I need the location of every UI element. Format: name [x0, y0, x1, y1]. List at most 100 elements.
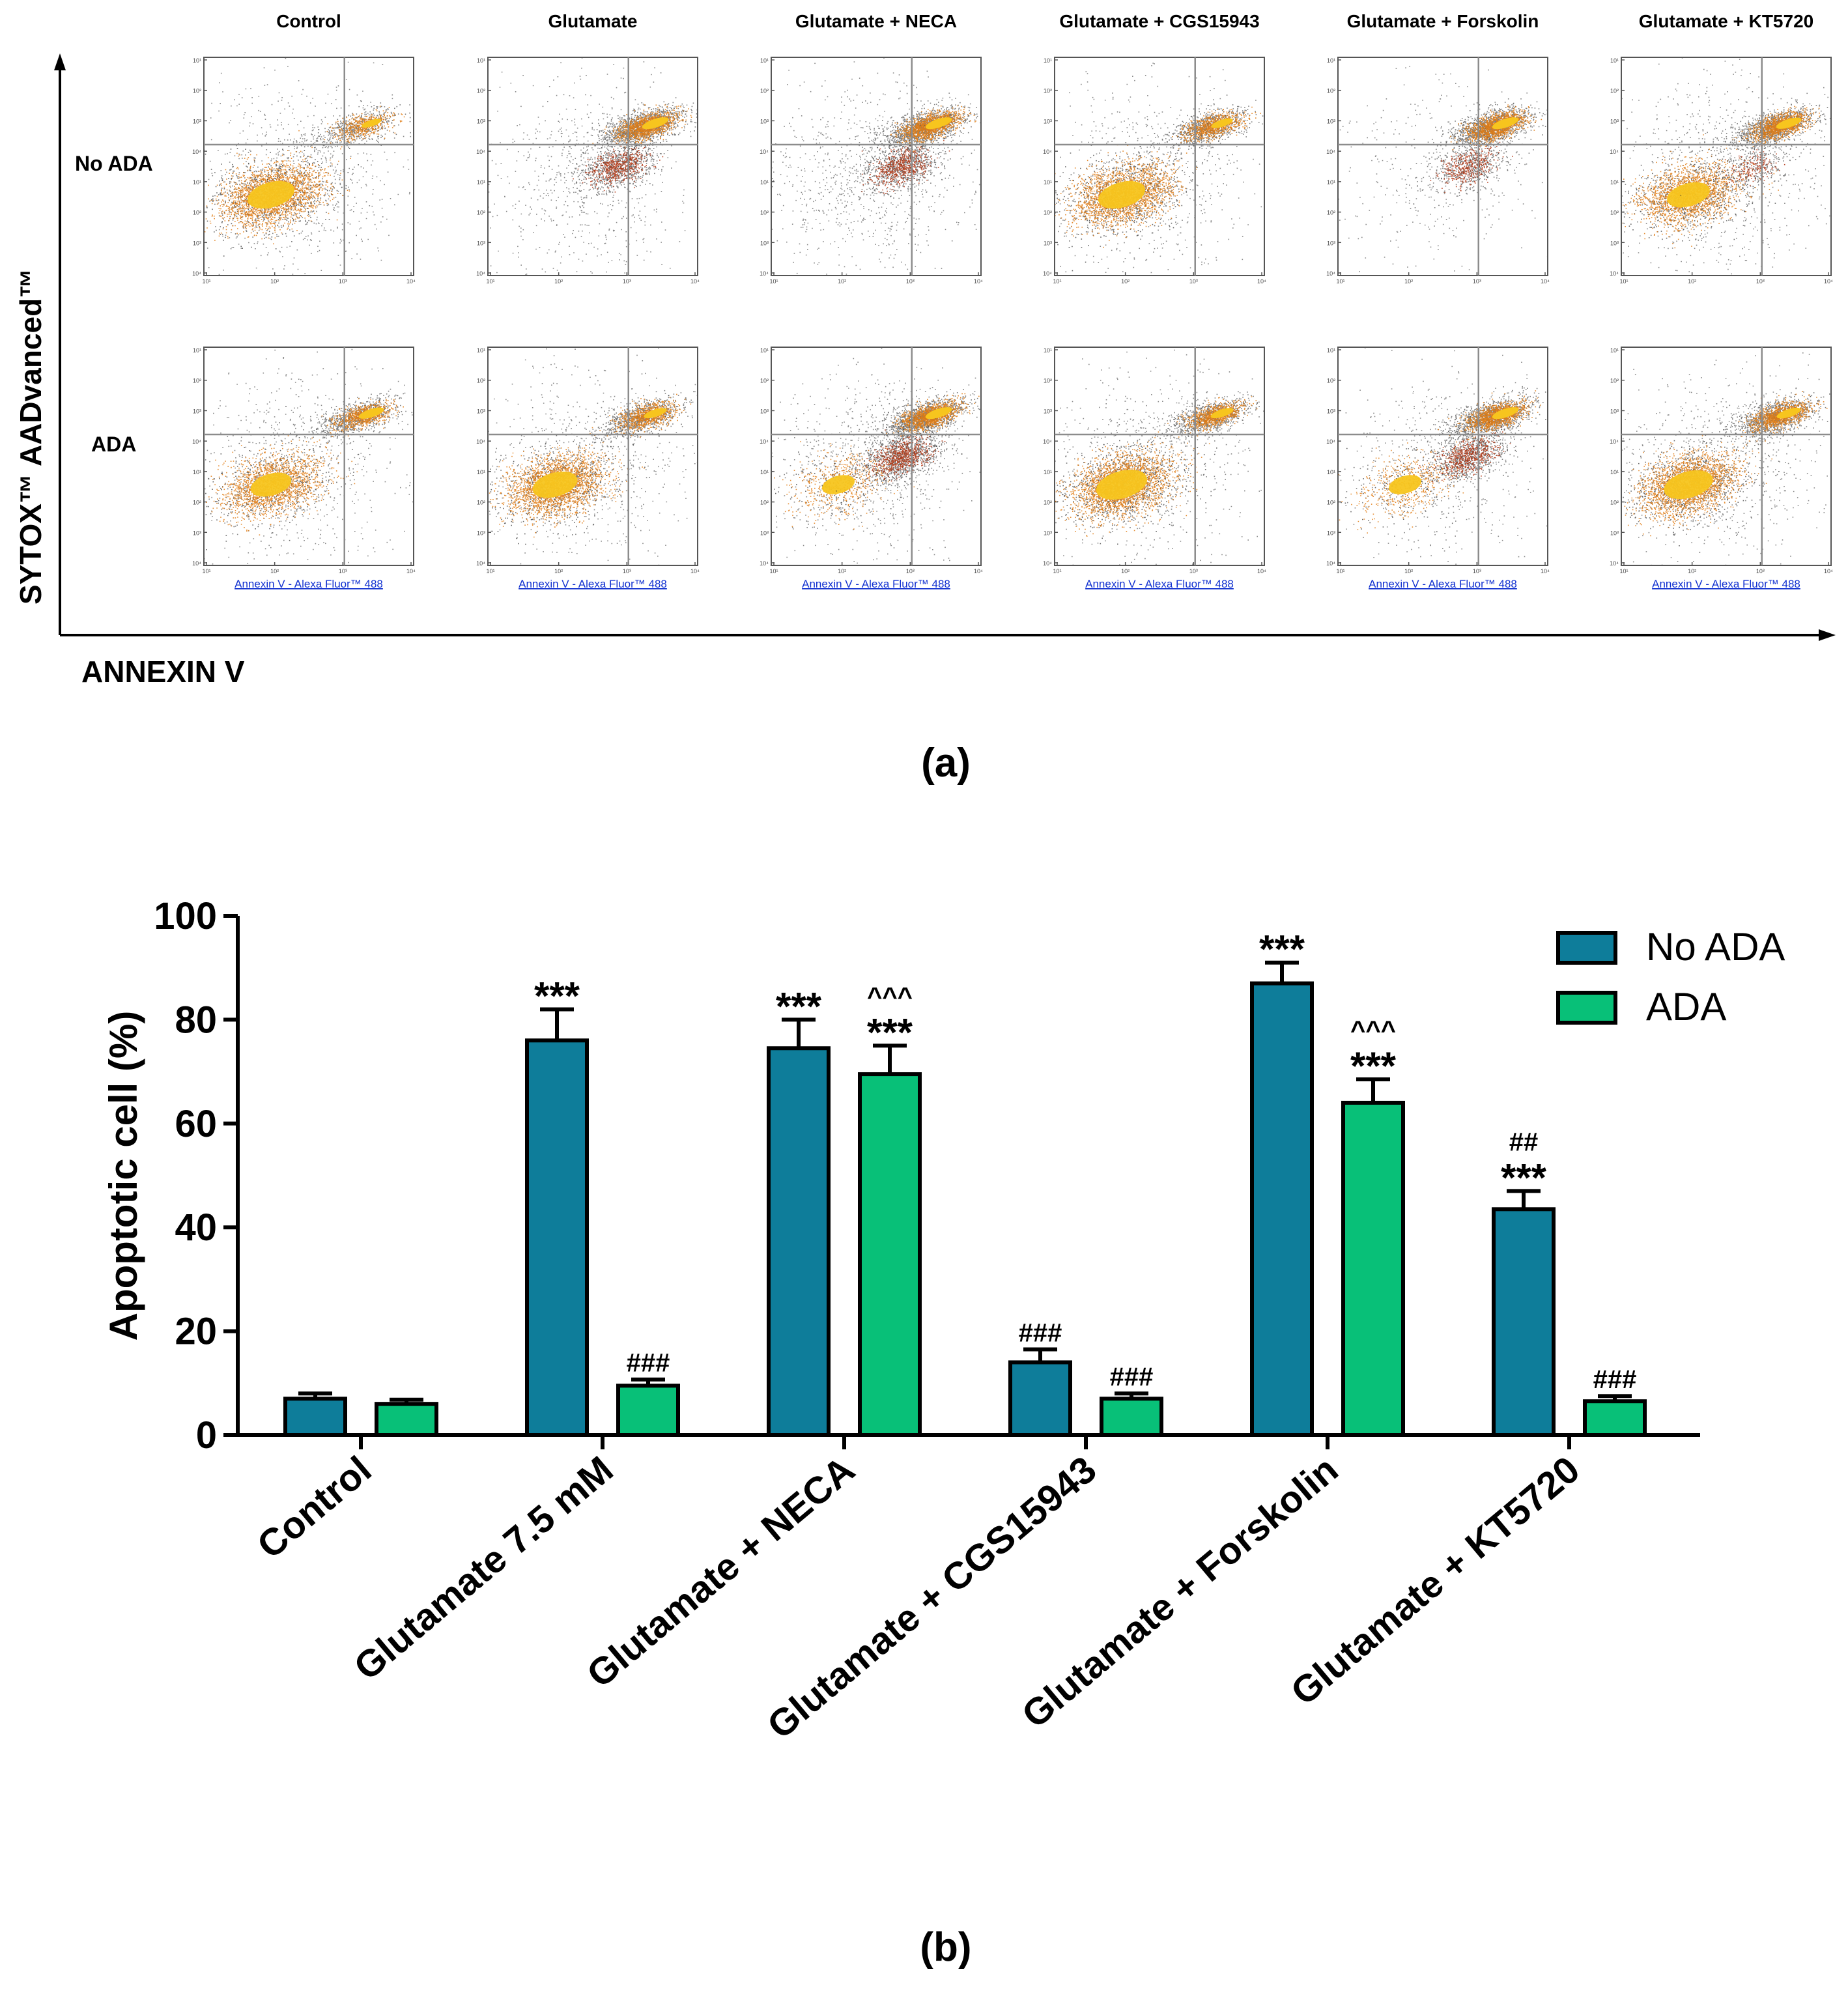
y-tick-label: 10⁴: [1610, 270, 1619, 277]
y-tick-label: 10³: [193, 408, 201, 414]
y-tick-label: 10³: [760, 240, 769, 246]
event-cloud: [1623, 139, 1785, 255]
y-tick-label: 0: [196, 1414, 217, 1457]
x-tick-label: 10³: [1473, 568, 1481, 575]
bar-ada-control: [375, 1402, 438, 1437]
y-tick-label: 10³: [1610, 408, 1619, 414]
plot-frame: [487, 347, 698, 566]
late-apoptotic-core: [925, 117, 952, 130]
x-tick-label: 10¹: [1053, 568, 1061, 575]
event-cloud: [1711, 378, 1830, 446]
y-tick-label: 10⁴: [192, 438, 201, 445]
x-tick-label: 10¹: [1619, 278, 1628, 285]
y-tick-label: 10⁴: [1043, 270, 1052, 277]
y-tick-label: 10³: [760, 530, 769, 536]
y-tick-label: 10⁴: [1043, 438, 1052, 445]
x-tick-label: 10²: [1688, 278, 1696, 285]
bar-ada-glutamate-cgs15943: [1100, 1397, 1163, 1437]
y-tick-label: 10¹: [1044, 347, 1052, 354]
y-tick-label: 10¹: [477, 347, 485, 354]
late-apoptotic-core: [1492, 117, 1519, 130]
y-tick-label: 10⁴: [1326, 149, 1335, 155]
y-tick-label: 10¹: [1610, 57, 1619, 64]
y-tick-label: 10⁴: [1610, 560, 1619, 567]
y-tick-label: 40: [175, 1206, 217, 1249]
cell-events: [1055, 63, 1264, 274]
annotation-ada-glutamate-neca: ***: [867, 1010, 913, 1054]
bar-area: [283, 960, 1647, 1438]
y-tick-label: 10²: [477, 378, 485, 384]
live-cell-core: [532, 471, 578, 498]
plot-x-axis-label: Annexin V - Alexa Fluor™ 488: [1652, 578, 1800, 590]
annotation-no-ada-glutamate-kt5720: ***: [1501, 1156, 1547, 1199]
y-tick-label: 10⁴: [760, 560, 769, 567]
y-tick-label: 10²: [1610, 88, 1619, 94]
x-tick-label: 10¹: [1336, 278, 1344, 285]
live-cell-core: [822, 475, 855, 494]
event-cloud: [819, 135, 973, 202]
panel-a-x-axis-arrowhead: [1819, 629, 1836, 641]
y-tick-label: 10⁴: [1326, 438, 1335, 445]
event-cloud: [774, 441, 915, 530]
x-tick-label: 10²: [1688, 568, 1696, 575]
x-tick-label: 10³: [339, 568, 347, 575]
cell-events: [205, 58, 412, 275]
y-tick-label: 10¹: [760, 347, 769, 354]
annotation-no-ada-glutamate-forskolin: ***: [1259, 928, 1305, 971]
y-tick-label: 10³: [477, 240, 485, 246]
cell-events: [489, 348, 697, 565]
y-tick-label: 10¹: [760, 469, 769, 476]
y-tick-label: 20: [175, 1311, 217, 1353]
late-apoptotic-core: [1776, 407, 1801, 419]
y-tick-label: 10³: [1044, 408, 1052, 414]
late-apoptotic-core: [1776, 117, 1802, 129]
y-tick-label: 10¹: [1610, 469, 1619, 476]
late-apoptotic-core: [1210, 408, 1234, 419]
x-tick-label: 10²: [1404, 568, 1413, 575]
cell-events: [1622, 352, 1830, 565]
y-tick-label: 10⁴: [192, 560, 201, 567]
x-tick-label: 10²: [838, 278, 846, 285]
y-tick-label: 10³: [1327, 408, 1335, 414]
y-tick-label: 10²: [193, 500, 201, 506]
y-tick-label: 10³: [760, 408, 769, 414]
bar-ada-glutamate-forskolin: [1341, 1100, 1405, 1438]
annotation-ada-glutamate-neca: ^^^: [867, 982, 913, 1011]
x-tick-label: 10³: [906, 278, 915, 285]
plot-x-axis-label: Annexin V - Alexa Fluor™ 488: [802, 578, 950, 590]
x-tick-label: 10²: [270, 278, 279, 285]
panel-a-y-axis-label: SYTOX™ AADvanced™: [14, 268, 48, 604]
y-tick-label: 10⁴: [1610, 149, 1619, 155]
y-tick-label: 10⁴: [192, 149, 201, 155]
annotation-ada-glutamate-forskolin: ***: [1350, 1044, 1397, 1088]
panel-a-x-axis-label: ANNEXIN V: [81, 655, 245, 689]
bar-ada-glutamate-7-5-mm: [616, 1384, 680, 1437]
y-tick-label: 80: [175, 999, 217, 1041]
late-apoptotic-core: [1211, 118, 1233, 128]
bar-no-ada-glutamate-cgs15943: [1008, 1360, 1072, 1437]
y-tick-label: 10¹: [1327, 57, 1335, 64]
y-tick-label: 10³: [1044, 240, 1052, 246]
x-tick-label: 10³: [339, 278, 347, 285]
y-tick-label: 10³: [193, 530, 201, 536]
y-tick-label: 10¹: [1327, 469, 1335, 476]
x-tick-label: 10⁴: [406, 278, 416, 285]
y-tick-label: 10¹: [193, 469, 201, 476]
y-tick-label: 10³: [1327, 240, 1335, 246]
event-cloud: [321, 398, 404, 440]
y-tick-label: 10³: [193, 240, 201, 246]
y-tick-label: 10³: [1327, 118, 1335, 124]
plot-frame: [1054, 57, 1265, 276]
x-tick-label: 10²: [270, 568, 279, 575]
y-tick-label: 10³: [477, 408, 485, 414]
event-cloud: [853, 384, 980, 448]
y-tick-label: 10²: [1327, 500, 1335, 506]
x-tick-label: 10⁴: [690, 568, 700, 575]
y-tick-label: 10⁴: [1610, 438, 1619, 445]
event-cloud: [573, 139, 664, 193]
y-tick-label: 10⁴: [760, 149, 769, 155]
